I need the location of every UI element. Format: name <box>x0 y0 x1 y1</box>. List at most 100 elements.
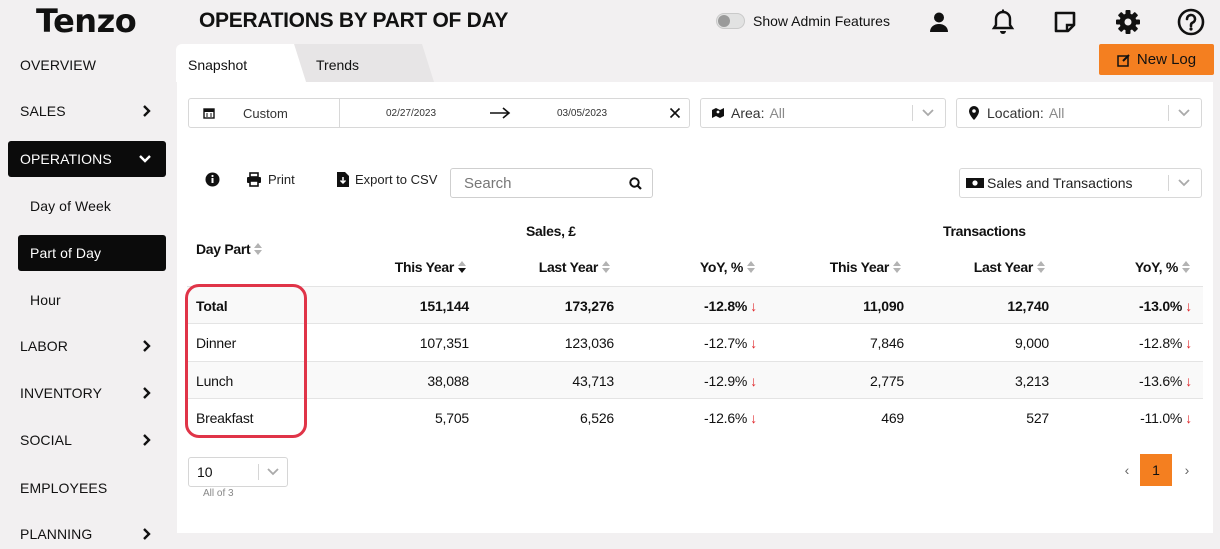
sidebar-item-label: OPERATIONS <box>20 151 112 167</box>
cell-sales-this-year: 38,088 <box>427 372 469 389</box>
sort-icon <box>747 261 755 273</box>
col-label: This Year <box>394 259 455 275</box>
sidebar-item-label: SALES <box>20 103 66 119</box>
yoy-value: -12.9% <box>704 372 748 389</box>
sidebar-item-planning[interactable]: PLANNING <box>8 516 166 549</box>
sidebar-item-part-of-day[interactable]: Part of Day <box>18 235 166 271</box>
col-sales-this-year[interactable]: This Year <box>395 259 466 275</box>
print-label: Print <box>268 172 295 187</box>
chevron-right-icon <box>143 528 151 540</box>
user-icon[interactable] <box>924 7 954 37</box>
page-button-current[interactable]: 1 <box>1140 454 1172 486</box>
sort-icon <box>893 261 901 273</box>
arrow-right-icon <box>490 107 511 119</box>
select-separator <box>912 105 913 121</box>
admin-features-label: Show Admin Features <box>753 13 890 29</box>
tab-snapshot[interactable]: Snapshot <box>176 44 306 82</box>
cell-day-part: Dinner <box>196 334 237 351</box>
new-log-button[interactable]: New Log <box>1099 44 1214 75</box>
chevron-down-icon <box>922 109 934 117</box>
tab-label: Trends <box>316 57 360 73</box>
sidebar-item-social[interactable]: SOCIAL <box>8 422 166 458</box>
sidebar-item-overview[interactable]: OVERVIEW <box>8 47 166 83</box>
sidebar-item-label: LABOR <box>20 338 68 354</box>
col-day-part[interactable]: Day Part <box>196 241 263 257</box>
sidebar-item-inventory[interactable]: INVENTORY <box>8 375 166 411</box>
sidebar-item-labor[interactable]: LABOR <box>8 328 166 364</box>
sidebar: OVERVIEW SALES OPERATIONS Day of Week Pa… <box>0 44 176 549</box>
date-range-filter[interactable]: Custom 02/27/2023 03/05/2023 <box>188 98 690 128</box>
sidebar-item-label: INVENTORY <box>20 385 103 401</box>
gear-icon[interactable] <box>1113 7 1143 37</box>
cell-sales-last-year: 123,036 <box>564 334 614 351</box>
col-trans-this-year[interactable]: This Year <box>830 259 901 275</box>
tab-trends[interactable]: Trends <box>294 44 434 82</box>
clear-date-icon[interactable] <box>669 107 681 119</box>
cell-sales-last-year: 173,276 <box>564 297 614 314</box>
yoy-value: -11.0% <box>1140 409 1183 426</box>
toggle-switch[interactable] <box>716 13 745 29</box>
cell-day-part: Total <box>196 297 228 314</box>
page-title: OPERATIONS BY PART OF DAY <box>199 9 509 32</box>
cell-sales-yoy: -12.6% ↓ <box>704 399 757 436</box>
chevron-down-icon <box>1178 109 1190 117</box>
export-csv-button[interactable]: Export to CSV <box>337 172 437 187</box>
chevron-down-icon <box>139 155 151 163</box>
table-row: Breakfast 5,705 6,526 -12.6% ↓ 469 527 -1… <box>187 399 1203 436</box>
cell-day-part: Lunch <box>196 372 234 389</box>
location-select[interactable]: Location: All <box>956 98 1202 128</box>
bell-icon[interactable] <box>988 7 1018 37</box>
date-mode-select[interactable]: Custom <box>189 99 340 127</box>
start-date-input[interactable]: 02/27/2023 <box>386 107 437 119</box>
cell-trans-this-year: 7,846 <box>869 334 904 351</box>
metric-select[interactable]: Sales and Transactions <box>959 168 1202 198</box>
cell-sales-yoy: -12.7% ↓ <box>704 324 757 361</box>
col-label: Last Year <box>973 259 1034 275</box>
sidebar-item-employees[interactable]: EMPLOYEES <box>8 470 166 506</box>
sidebar-item-day-of-week[interactable]: Day of Week <box>18 188 166 224</box>
logo[interactable]: Tenzo <box>36 2 137 40</box>
info-icon[interactable] <box>205 172 220 187</box>
print-button[interactable]: Print <box>246 172 295 187</box>
col-day-part-label: Day Part <box>196 241 251 257</box>
next-page-button[interactable]: › <box>1184 462 1190 478</box>
admin-features-toggle[interactable]: Show Admin Features <box>716 13 890 29</box>
printer-icon <box>247 172 261 187</box>
col-sales-yoy[interactable]: YoY, % <box>700 259 755 275</box>
cell-trans-last-year: 527 <box>1026 409 1049 426</box>
search-input[interactable]: Search <box>450 168 653 198</box>
prev-page-button[interactable]: ‹ <box>1124 462 1130 478</box>
col-sales-last-year[interactable]: Last Year <box>539 259 610 275</box>
end-date-input[interactable]: 03/05/2023 <box>557 107 608 119</box>
area-label: Area: <box>731 105 765 121</box>
edit-icon <box>1117 53 1130 67</box>
sidebar-item-sales[interactable]: SALES <box>8 93 166 129</box>
sidebar-item-label: OVERVIEW <box>20 57 97 73</box>
new-log-label: New Log <box>1136 51 1197 68</box>
divider <box>187 286 1203 287</box>
chevron-right-icon <box>143 105 151 117</box>
cell-sales-last-year: 43,713 <box>572 372 614 389</box>
cell-day-part: Breakfast <box>196 409 254 426</box>
location-pin-icon <box>969 106 979 120</box>
cell-trans-yoy: -12.8% ↓ <box>1139 324 1192 361</box>
col-trans-yoy[interactable]: YoY, % <box>1135 259 1190 275</box>
page-size-select[interactable]: 10 <box>188 457 288 487</box>
calendar-icon <box>203 108 215 119</box>
highlight-annotation <box>185 284 307 438</box>
arrow-down-icon: ↓ <box>1185 297 1192 314</box>
col-label: This Year <box>829 259 890 275</box>
col-trans-last-year[interactable]: Last Year <box>974 259 1045 275</box>
area-select[interactable]: Area: All <box>700 98 946 128</box>
divider <box>187 398 1203 399</box>
cell-sales-yoy: -12.8% ↓ <box>704 287 757 324</box>
sidebar-item-operations[interactable]: OPERATIONS <box>8 141 166 177</box>
cell-trans-yoy: -13.6% ↓ <box>1139 362 1192 399</box>
arrow-down-icon: ↓ <box>750 409 757 426</box>
map-icon <box>712 108 724 118</box>
help-icon[interactable] <box>1176 7 1206 37</box>
note-icon[interactable] <box>1050 7 1080 37</box>
sidebar-item-hour[interactable]: Hour <box>18 282 166 318</box>
sort-icon <box>1182 261 1190 273</box>
page-size-value: 10 <box>197 464 213 480</box>
